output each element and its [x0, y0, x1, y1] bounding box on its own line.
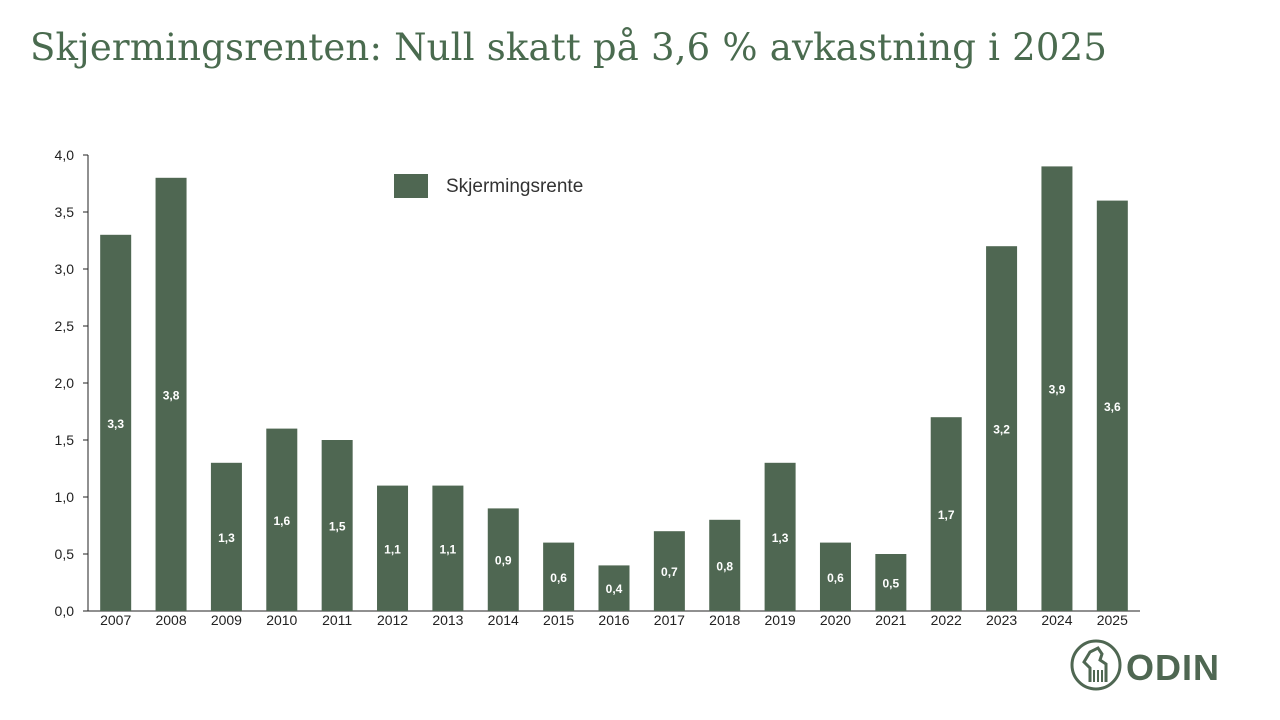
y-tick-label: 3,0: [55, 261, 75, 277]
odin-horse-emblem-icon: [1070, 639, 1122, 691]
y-tick-label: 1,5: [55, 432, 75, 448]
bar-2025: [1096, 200, 1128, 611]
bar-value-label: 1,3: [218, 531, 235, 545]
bar-2020: [819, 542, 851, 611]
bar-2011: [321, 440, 353, 611]
x-tick-label: 2018: [709, 612, 740, 628]
y-tick-label: 0,5: [55, 546, 75, 562]
x-tick-label: 2012: [377, 612, 408, 628]
bar-value-label: 3,6: [1104, 400, 1121, 414]
legend-swatch: [394, 174, 428, 198]
x-axis: 2007 2008 2009 2010 2011 2012 2013 2014 2015 2016…: [88, 610, 1140, 628]
bar-value-label: 3,2: [993, 423, 1010, 437]
bar-value-label: 1,6: [273, 514, 290, 528]
x-tick-label: 2008: [155, 612, 186, 628]
y-tick-label: 2,0: [55, 375, 75, 391]
bar-2023: [986, 246, 1018, 611]
bar-2016: [598, 565, 630, 611]
bar-value-label: 0,6: [827, 571, 844, 585]
y-tick-label: 3,5: [55, 204, 75, 220]
x-tick-label: 2014: [488, 612, 519, 628]
bar-value-label: 0,9: [495, 554, 512, 568]
bar-2007: [100, 234, 132, 612]
bar-value-label: 0,8: [716, 559, 733, 573]
x-tick-label: 2009: [211, 612, 242, 628]
bar-2018: [709, 519, 741, 611]
y-axis: 0,0 0,5 1,0 1,5 2,0 2,5 3,0 3,5 4,0: [55, 147, 89, 619]
bar-value-label: 1,3: [772, 531, 789, 545]
bar-2012: [377, 485, 409, 611]
bar-value-label: 1,1: [440, 542, 457, 556]
bar-2009: [210, 462, 242, 611]
bar-value-label: 3,9: [1049, 383, 1066, 397]
bar-2010: [266, 428, 298, 611]
bar-value-label: 1,1: [384, 542, 401, 556]
odin-logo: ODIN: [1070, 639, 1220, 691]
logo-text: ODIN: [1126, 647, 1220, 688]
bar-2008: [155, 177, 187, 612]
y-tick-label: 1,0: [55, 489, 75, 505]
bar-value-label: 0,6: [550, 571, 567, 585]
bar-value-label: 3,3: [107, 417, 124, 431]
bar-value-label: 0,5: [882, 577, 899, 591]
x-tick-label: 2020: [820, 612, 851, 628]
x-tick-label: 2013: [432, 612, 463, 628]
bar-value-label: 1,5: [329, 520, 346, 534]
bar-2021: [875, 554, 907, 611]
x-tick-label: 2022: [931, 612, 962, 628]
x-tick-label: 2017: [654, 612, 685, 628]
x-tick-label: 2011: [322, 612, 352, 628]
x-tick-label: 2016: [598, 612, 629, 628]
bar-value-label: 1,7: [938, 508, 955, 522]
y-tick-label: 0,0: [55, 603, 75, 619]
y-tick-label: 2,5: [55, 318, 75, 334]
x-tick-label: 2025: [1097, 612, 1128, 628]
bars: 3,3 3,8 1,3 1,6 1,5 1,1 1,1 0,9 0,6 0,4 0,7 0,8 1,3 0…: [100, 166, 1128, 612]
x-tick-label: 2021: [875, 612, 906, 628]
slide-title: Skjermingsrenten: Null skatt på 3,6 % av…: [30, 26, 1108, 69]
x-tick-label: 2010: [266, 612, 297, 628]
bar-2013: [432, 485, 464, 611]
bar-value-label: 0,4: [606, 582, 623, 596]
bar-2015: [543, 542, 575, 611]
x-tick-label: 2015: [543, 612, 574, 628]
x-tick-label: 2007: [100, 612, 131, 628]
legend-label: Skjermingsrente: [446, 176, 583, 197]
bar-2017: [653, 531, 685, 611]
bar-2019: [764, 462, 796, 611]
x-tick-label: 2023: [986, 612, 1017, 628]
x-tick-label: 2024: [1041, 612, 1072, 628]
bar-value-label: 3,8: [163, 388, 180, 402]
bar-2022: [930, 417, 962, 611]
legend: Skjermingsrente: [394, 174, 583, 198]
x-tick-label: 2019: [765, 612, 796, 628]
bar-2024: [1041, 166, 1073, 611]
bar-value-label: 0,7: [661, 565, 678, 579]
y-tick-label: 4,0: [55, 147, 75, 163]
bar-2014: [487, 508, 519, 611]
